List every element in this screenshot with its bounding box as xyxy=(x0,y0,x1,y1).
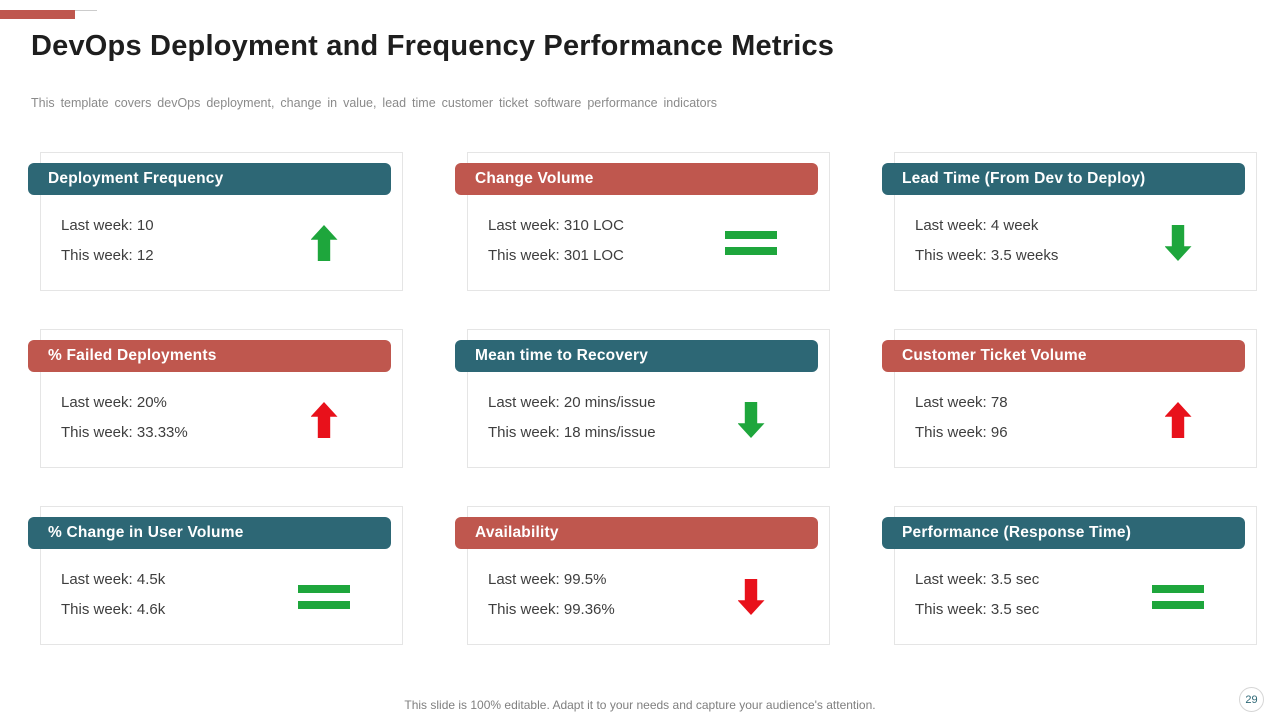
this-week-value: This week: 4.6k xyxy=(61,601,166,618)
last-week-value: Last week: 4.5k xyxy=(61,571,166,588)
this-week-value: This week: 99.36% xyxy=(488,601,615,618)
card-title: Customer Ticket Volume xyxy=(902,347,1087,364)
trend-indicator xyxy=(294,575,354,619)
card-body: Last week: 99.5% This week: 99.36% xyxy=(488,571,615,618)
trend-indicator xyxy=(1148,221,1208,265)
trend-indicator xyxy=(294,221,354,265)
metric-card: Customer Ticket Volume Last week: 78 Thi… xyxy=(882,329,1257,468)
down-arrow-icon xyxy=(1164,225,1192,261)
equals-icon xyxy=(1152,585,1204,609)
card-header: Change Volume xyxy=(455,163,818,195)
metric-card: % Change in User Volume Last week: 4.5k … xyxy=(28,506,403,645)
trend-indicator xyxy=(721,575,781,619)
card-body: Last week: 20% This week: 33.33% xyxy=(61,394,188,441)
last-week-value: Last week: 4 week xyxy=(915,217,1039,234)
card-title: Performance (Response Time) xyxy=(902,524,1132,541)
this-week-value: This week: 96 xyxy=(915,424,1008,441)
page-title: DevOps Deployment and Frequency Performa… xyxy=(31,30,835,62)
slide-subtitle: This template covers devOps deployment, … xyxy=(31,96,718,110)
page-number-badge: 29 xyxy=(1239,687,1264,712)
metric-card: Availability Last week: 99.5% This week:… xyxy=(455,506,830,645)
card-header: % Change in User Volume xyxy=(28,517,391,549)
this-week-value: This week: 18 mins/issue xyxy=(488,424,656,441)
card-header: Availability xyxy=(455,517,818,549)
card-header: Deployment Frequency xyxy=(28,163,391,195)
this-week-value: This week: 33.33% xyxy=(61,424,188,441)
card-body: Last week: 20 mins/issue This week: 18 m… xyxy=(488,394,656,441)
card-body: Last week: 78 This week: 96 xyxy=(915,394,1008,441)
card-header: % Failed Deployments xyxy=(28,340,391,372)
metric-card: Performance (Response Time) Last week: 3… xyxy=(882,506,1257,645)
this-week-value: This week: 301 LOC xyxy=(488,247,624,264)
card-body: Last week: 10 This week: 12 xyxy=(61,217,154,264)
this-week-value: This week: 12 xyxy=(61,247,154,264)
accent-tick-line xyxy=(75,10,97,11)
equals-icon xyxy=(298,585,350,609)
card-body: Last week: 310 LOC This week: 301 LOC xyxy=(488,217,624,264)
trend-indicator xyxy=(721,398,781,442)
last-week-value: Last week: 3.5 sec xyxy=(915,571,1040,588)
accent-bar xyxy=(0,10,75,19)
down-arrow-icon xyxy=(737,402,765,438)
metric-card: Lead Time (From Dev to Deploy) Last week… xyxy=(882,152,1257,291)
footer-note: This slide is 100% editable. Adapt it to… xyxy=(404,698,876,712)
card-title: Deployment Frequency xyxy=(48,170,224,187)
this-week-value: This week: 3.5 sec xyxy=(915,601,1040,618)
card-header: Mean time to Recovery xyxy=(455,340,818,372)
trend-indicator xyxy=(1148,398,1208,442)
trend-indicator xyxy=(721,221,781,265)
card-title: % Failed Deployments xyxy=(48,347,217,364)
last-week-value: Last week: 78 xyxy=(915,394,1008,411)
trend-indicator xyxy=(294,398,354,442)
card-body: Last week: 4 week This week: 3.5 weeks xyxy=(915,217,1058,264)
card-header: Performance (Response Time) xyxy=(882,517,1245,549)
metrics-grid: Deployment Frequency Last week: 10 This … xyxy=(28,152,1257,645)
last-week-value: Last week: 20 mins/issue xyxy=(488,394,656,411)
up-arrow-icon xyxy=(310,225,338,261)
metric-card: Change Volume Last week: 310 LOC This we… xyxy=(455,152,830,291)
down-arrow-icon xyxy=(737,579,765,615)
card-title: Mean time to Recovery xyxy=(475,347,649,364)
last-week-value: Last week: 10 xyxy=(61,217,154,234)
card-header: Customer Ticket Volume xyxy=(882,340,1245,372)
card-body: Last week: 4.5k This week: 4.6k xyxy=(61,571,165,618)
card-title: % Change in User Volume xyxy=(48,524,244,541)
equals-icon xyxy=(725,231,777,255)
this-week-value: This week: 3.5 weeks xyxy=(915,247,1059,264)
card-header: Lead Time (From Dev to Deploy) xyxy=(882,163,1245,195)
card-title: Change Volume xyxy=(475,170,594,187)
up-arrow-icon xyxy=(310,402,338,438)
metric-card: % Failed Deployments Last week: 20% This… xyxy=(28,329,403,468)
card-title: Availability xyxy=(475,524,559,541)
card-body: Last week: 3.5 sec This week: 3.5 sec xyxy=(915,571,1039,618)
metric-card: Deployment Frequency Last week: 10 This … xyxy=(28,152,403,291)
card-title: Lead Time (From Dev to Deploy) xyxy=(902,170,1146,187)
metric-card: Mean time to Recovery Last week: 20 mins… xyxy=(455,329,830,468)
last-week-value: Last week: 310 LOC xyxy=(488,217,624,234)
last-week-value: Last week: 20% xyxy=(61,394,167,411)
up-arrow-icon xyxy=(1164,402,1192,438)
last-week-value: Last week: 99.5% xyxy=(488,571,607,588)
trend-indicator xyxy=(1148,575,1208,619)
